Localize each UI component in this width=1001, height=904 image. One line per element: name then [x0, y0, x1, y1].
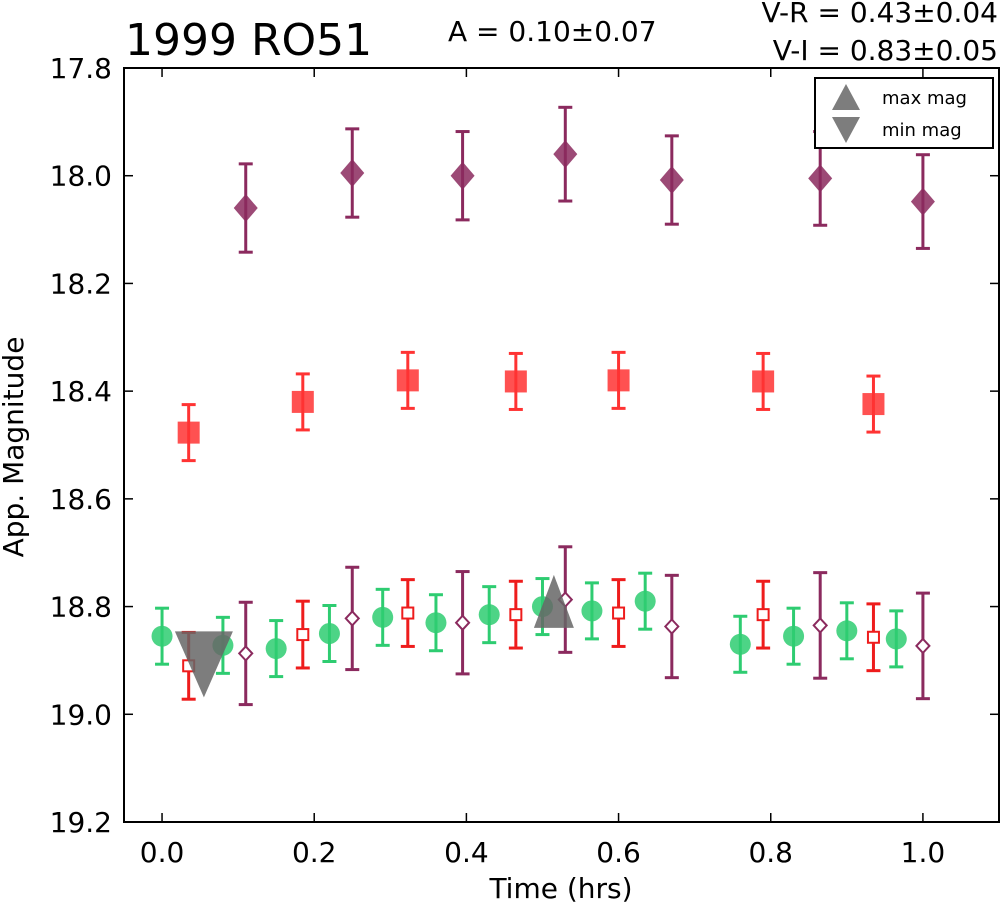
y-tick-label: 19.0 — [50, 698, 112, 731]
data-point-diamond — [663, 618, 680, 635]
data-point-square — [396, 369, 419, 392]
legend-min-mag-label: min mag — [882, 120, 962, 141]
data-point-circle — [581, 600, 603, 622]
data-point-diamond — [915, 637, 931, 655]
data-point-triangle-up — [533, 574, 574, 628]
data-point-circle — [729, 633, 751, 655]
data-point-circle — [265, 638, 287, 660]
data-point-circle — [836, 620, 858, 642]
x-axis-label: Time (hrs) — [488, 872, 632, 904]
data-point-square — [296, 628, 310, 642]
data-point-circle — [885, 628, 907, 650]
data-point-circle — [425, 612, 447, 634]
x-tick-label: 1.0 — [901, 836, 946, 869]
series-3 — [181, 578, 881, 701]
y-tick-label: 18.4 — [50, 375, 112, 408]
legend-max-mag-label: max mag — [882, 88, 967, 109]
v-i-annotation: V-I = 0.83±0.05 — [773, 34, 998, 67]
legend-max-mag-marker — [832, 84, 860, 110]
data-point-diamond — [344, 609, 361, 627]
y-tick-label: 19.2 — [50, 806, 112, 839]
y-tick-label: 18.2 — [50, 267, 112, 300]
data-point-diamond — [237, 644, 254, 662]
series-6 — [174, 631, 233, 698]
series-1 — [177, 350, 885, 463]
data-point-diamond — [659, 166, 684, 195]
series-4 — [237, 545, 931, 707]
data-point-circle — [372, 606, 394, 628]
series-5 — [533, 574, 574, 628]
legend-min-mag-marker — [832, 117, 860, 143]
axis-ticks: 0.0 0.2 0.4 0.6 0.8 1.0 17.8 18.0 18.2 18.4 18.6 18… — [50, 52, 999, 869]
data-point-square — [612, 606, 626, 620]
data-point-diamond — [340, 159, 365, 188]
data-point-circle — [634, 590, 656, 612]
data-point-diamond — [553, 140, 578, 169]
data-point-diamond — [454, 614, 471, 632]
data-point-circle — [318, 623, 340, 644]
data-point-diamond — [450, 161, 475, 190]
data-point-square — [756, 608, 770, 622]
data-point-square — [866, 630, 880, 644]
data-point-square — [177, 421, 200, 444]
y-tick-label: 18.6 — [50, 483, 112, 516]
x-tick-label: 0.6 — [596, 836, 641, 869]
amplitude-annotation: A = 0.10±0.07 — [448, 15, 657, 48]
y-tick-label: 17.8 — [50, 52, 112, 85]
data-point-square — [401, 606, 415, 620]
x-tick-label: 0.2 — [292, 836, 337, 869]
legend: max mag min mag — [814, 77, 994, 149]
plot-frame — [123, 67, 1000, 823]
x-tick-label: 0.4 — [444, 836, 489, 869]
chart-title: 1999 RO51 — [125, 15, 372, 66]
data-point-circle — [478, 604, 500, 626]
y-axis-label: App. Magnitude — [0, 337, 30, 558]
data-point-square — [504, 370, 527, 393]
x-tick-label: 0.8 — [748, 836, 793, 869]
data-point-square — [752, 370, 775, 393]
data-point-triangle-down — [174, 631, 233, 698]
data-point-circle — [151, 625, 173, 647]
data-point-square — [509, 608, 523, 622]
data-point-diamond — [808, 164, 833, 193]
data-point-square — [862, 393, 885, 416]
y-tick-label: 18.8 — [50, 591, 112, 624]
data-point-square — [291, 390, 314, 413]
y-tick-label: 18.0 — [50, 160, 112, 193]
series-2 — [151, 571, 907, 679]
data-point-diamond — [812, 616, 829, 634]
data-point-diamond — [910, 187, 935, 216]
v-r-annotation: V-R = 0.43±0.04 — [762, 0, 998, 29]
x-tick-label: 0.0 — [140, 836, 185, 869]
data-point-circle — [783, 625, 805, 647]
data-point-diamond — [233, 194, 258, 223]
data-point-square — [607, 369, 630, 392]
plot-marks — [151, 105, 935, 707]
